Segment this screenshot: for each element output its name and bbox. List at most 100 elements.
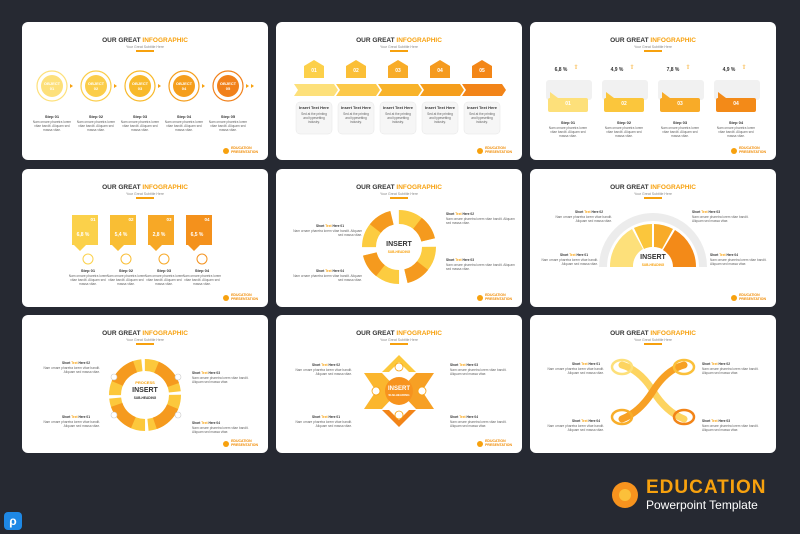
slide-thumbnail-3[interactable]: OUR GREAT INFOGRAPHIC Your Great Subtitl… bbox=[530, 22, 776, 160]
slide-subtitle: Your Great Subtitle Here bbox=[379, 45, 418, 49]
title-underline bbox=[644, 197, 662, 199]
house-number-4: 04 bbox=[437, 68, 443, 74]
logo: EDUCATION PRESENTATION bbox=[223, 146, 258, 154]
point-label: Short Text Here 04 bbox=[450, 415, 478, 419]
step-desc-3: Nam ornare pharetra lorem vitae bandit. … bbox=[660, 126, 700, 138]
center-subheading: SUB-HEADING bbox=[387, 250, 411, 254]
house-number-5: 05 bbox=[479, 68, 485, 74]
value-4: 4,9 % bbox=[722, 67, 736, 73]
center-subheading: SUB-HEADING bbox=[388, 393, 410, 397]
point-desc: Nam ornare pharetra lorem vitae bandit. … bbox=[702, 424, 759, 432]
arrow-up-icon: ⇧ bbox=[741, 65, 747, 71]
step-desc-2: Nam ornare pharetra lorem vitae bandit. … bbox=[76, 120, 116, 132]
slide-thumbnail-9[interactable]: OUR GREAT INFOGRAPHIC Your Great Subtitl… bbox=[530, 315, 776, 453]
slide-subtitle: Your Great Subtitle Here bbox=[379, 338, 418, 342]
step-desc-5: Nam ornare pharetra lorem vitae bandit. … bbox=[208, 120, 248, 132]
point-label: Short Text Here 04 bbox=[572, 419, 600, 423]
logo: EDUCATION PRESENTATION bbox=[477, 439, 512, 447]
slide-subtitle: Your Great Subtitle Here bbox=[125, 338, 164, 342]
point-desc: Nam ornare pharetra lorem vitae bandit. … bbox=[446, 263, 515, 271]
slide-thumbnail-4[interactable]: OUR GREAT INFOGRAPHIC Your Great Subtitl… bbox=[22, 169, 268, 307]
slide-subtitle: Your Great Subtitle Here bbox=[633, 338, 672, 342]
semicircle-segments-diagram bbox=[599, 213, 707, 285]
slide-thumbnail-8[interactable]: OUR GREAT INFOGRAPHIC Your Great Subtitl… bbox=[276, 315, 522, 453]
slide-thumbnail-1[interactable]: OUR GREAT INFOGRAPHIC Your Great Subtitl… bbox=[22, 22, 268, 160]
step-label-3: Step 03 bbox=[132, 114, 148, 119]
box-number-1: 01 bbox=[565, 101, 571, 107]
step-label-1: Step 01 bbox=[560, 120, 576, 125]
value-3: 7,8 % bbox=[666, 67, 680, 73]
box-number-2: 02 bbox=[621, 101, 627, 107]
point-desc: Nam ornare pharetra lorem vitae bandit. … bbox=[446, 217, 515, 225]
point-desc: Nam ornare pharetra lorem vitae bandit. … bbox=[541, 258, 598, 266]
point-label: Short Text Here 01 bbox=[316, 224, 344, 228]
slide-title: OUR GREAT INFOGRAPHIC bbox=[610, 184, 696, 191]
circular-arrows-diagram bbox=[362, 210, 436, 284]
bookmark-value-3: 2,8 % bbox=[152, 232, 166, 238]
bookmark-value-2: 5,4 % bbox=[114, 232, 128, 238]
slide-subtitle: Your Great Subtitle Here bbox=[125, 45, 164, 49]
slide-thumbnail-7[interactable]: OUR GREAT INFOGRAPHIC Your Great Subtitl… bbox=[22, 315, 268, 453]
x-arrows-diagram bbox=[364, 355, 434, 427]
app-logo-icon: ρ bbox=[9, 514, 17, 528]
app-badge[interactable]: ρ bbox=[4, 512, 22, 530]
speech-box-diagram bbox=[546, 80, 760, 112]
brand-flower-icon bbox=[612, 482, 638, 508]
point-label: Short Text Here 02 bbox=[575, 210, 603, 214]
step-label-4: Step 04 bbox=[176, 114, 192, 119]
brand-name: EDUCATION bbox=[646, 477, 767, 498]
slide-thumbnail-6[interactable]: OUR GREAT INFOGRAPHIC Your Great Subtitl… bbox=[530, 169, 776, 307]
value-2: 4,9 % bbox=[610, 67, 624, 73]
logo: EDUCATION PRESENTATION bbox=[477, 293, 512, 301]
object-label-3: OBJECT 03 bbox=[131, 81, 149, 91]
process-cycle-diagram bbox=[109, 359, 182, 431]
center-title: INSERT bbox=[387, 386, 410, 392]
point-desc: Nam ornare pharetra lorem vitae bandit. … bbox=[295, 420, 352, 428]
logo: EDUCATION PRESENTATION bbox=[731, 293, 766, 301]
box-desc-2: Sed at the printing and typesetting indu… bbox=[343, 112, 369, 124]
slide-subtitle: Your Great Subtitle Here bbox=[633, 45, 672, 49]
slide-thumbnail-2[interactable]: OUR GREAT INFOGRAPHIC Your Great Subtitl… bbox=[276, 22, 522, 160]
step-desc-3: Nam ornare pharetra lorem vitae bandit. … bbox=[120, 120, 160, 132]
house-number-2: 02 bbox=[353, 68, 359, 74]
bookmark-value-1: 6,8 % bbox=[76, 232, 90, 238]
box-desc-5: Sed at the printing and typesetting indu… bbox=[469, 112, 495, 124]
slide-title: OUR GREAT INFOGRAPHIC bbox=[102, 184, 188, 191]
step-label-3: Step 03 bbox=[672, 120, 688, 125]
title-underline bbox=[644, 343, 662, 345]
center-title: INSERT bbox=[386, 241, 412, 248]
slide-title: OUR GREAT INFOGRAPHIC bbox=[102, 330, 188, 337]
point-desc: Nam ornare pharetra lorem vitae bandit. … bbox=[43, 366, 100, 374]
house-number-1: 01 bbox=[311, 68, 317, 74]
point-label: Short Text Here 03 bbox=[192, 371, 220, 375]
object-label-4: OBJECT 04 bbox=[175, 81, 193, 91]
point-label: Short Text Here 03 bbox=[702, 419, 730, 423]
point-desc: Nam ornare pharetra lorem vitae bandit. … bbox=[43, 420, 100, 428]
point-label: Short Text Here 01 bbox=[312, 415, 340, 419]
slide-thumbnail-5[interactable]: OUR GREAT INFOGRAPHIC Your Great Subtitl… bbox=[276, 169, 522, 307]
slide-title: OUR GREAT INFOGRAPHIC bbox=[610, 37, 696, 44]
box-number-3: 03 bbox=[677, 101, 683, 107]
step-desc-2: Nam ornare pharetra lorem vitae bandit. … bbox=[106, 274, 146, 286]
box-desc-1: Sed at the printing and typesetting indu… bbox=[301, 112, 327, 124]
point-desc: Nam ornare pharetra lorem vitae bandit. … bbox=[192, 426, 249, 434]
slide-title: OUR GREAT INFOGRAPHIC bbox=[610, 330, 696, 337]
point-desc: Nam ornare pharetra lorem vitae bandit. … bbox=[547, 424, 604, 432]
point-desc: Nam ornare pharetra lorem vitae bandit. … bbox=[692, 215, 749, 223]
title-underline bbox=[390, 343, 408, 345]
point-label: Short Text Here 03 bbox=[450, 363, 478, 367]
box-heading-3: Insert Text Here bbox=[383, 105, 413, 110]
point-label: Short Text Here 03 bbox=[692, 210, 720, 214]
point-label: Short Text Here 01 bbox=[560, 253, 588, 257]
step-desc-1: Nam ornare pharetra lorem vitae bandit. … bbox=[68, 274, 108, 286]
title-underline bbox=[390, 50, 408, 52]
step-label-4: Step 04 bbox=[194, 268, 210, 273]
slide-title: OUR GREAT INFOGRAPHIC bbox=[356, 184, 442, 191]
step-desc-1: Nam ornare pharetra lorem vitae bandit. … bbox=[32, 120, 72, 132]
step-desc-2: Nam ornare pharetra lorem vitae bandit. … bbox=[604, 126, 644, 138]
bookmark-number-4: 04 bbox=[204, 217, 210, 222]
bookmark-number-2: 02 bbox=[128, 217, 134, 222]
box-heading-2: Insert Text Here bbox=[341, 105, 371, 110]
step-desc-3: Nam ornare pharetra lorem vitae bandit. … bbox=[144, 274, 184, 286]
center-title: INSERT bbox=[132, 387, 158, 394]
